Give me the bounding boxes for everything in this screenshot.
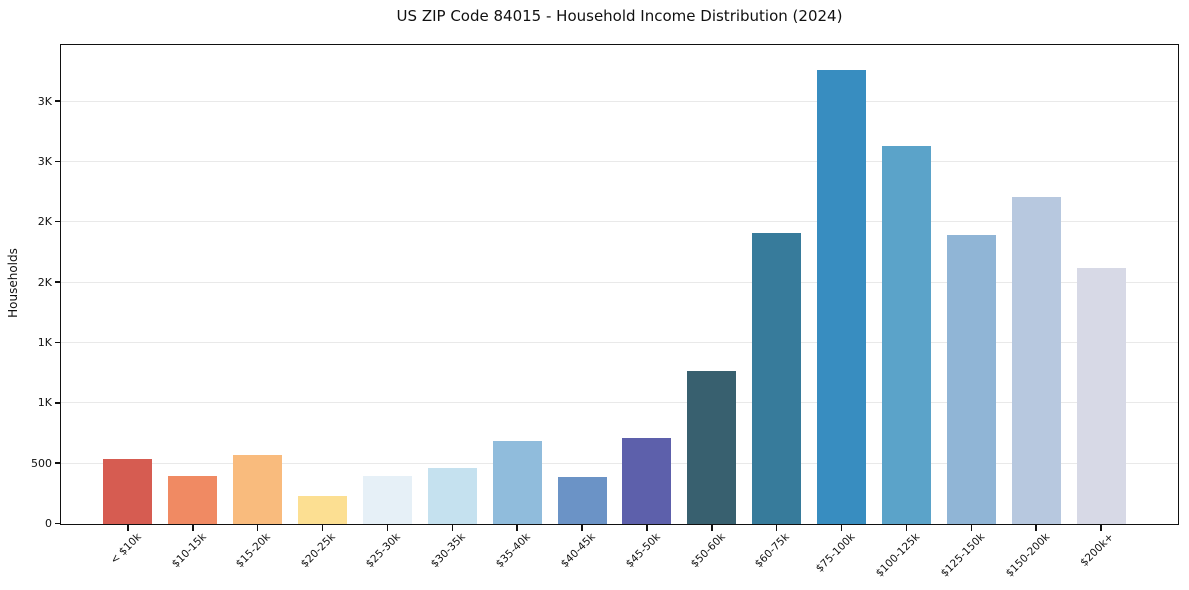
x-tick-mark: [775, 525, 778, 531]
bar-slot: [939, 45, 1004, 524]
bar-slot: [809, 45, 874, 524]
y-tick-mark: [55, 160, 60, 163]
bar-$125-150k: [947, 234, 997, 524]
gridline: [61, 160, 1178, 162]
y-tick-label: 2K: [37, 275, 52, 289]
bar-slot: [160, 45, 225, 524]
bar-$45-50k: [622, 437, 672, 524]
x-tick-label: $20-25k: [298, 531, 339, 571]
x-tick-mark: [1100, 525, 1102, 531]
bar-slot: [420, 45, 485, 524]
y-tick-label: 500: [31, 456, 52, 470]
x-tick-mark: [321, 525, 324, 531]
bar-slot: [615, 45, 680, 524]
x-tick-label: $100-125k: [873, 531, 922, 580]
bar-$25-30k: [362, 475, 412, 524]
gridline: [61, 402, 1178, 404]
bar-slot: [225, 45, 290, 524]
y-tick-label: 1K: [37, 335, 52, 349]
gridline: [61, 462, 1178, 464]
bars-container: [61, 45, 1178, 524]
y-tick-mark: [55, 100, 60, 102]
x-tick-label: $50-60k: [688, 531, 728, 571]
x-tick-mark: [581, 525, 583, 531]
x-tick-mark: [646, 525, 648, 531]
chart-title: US ZIP Code 84015 - Household Income Dis…: [396, 7, 843, 25]
y-tick-label: 3K: [37, 154, 52, 168]
gridline: [61, 100, 1178, 102]
x-tick-label: $40-45k: [558, 531, 598, 571]
x-tick-label: $125-150k: [938, 531, 987, 580]
x-tick-mark: [256, 525, 259, 531]
y-tick-label: 2K: [37, 215, 52, 229]
y-tick-mark: [55, 341, 60, 344]
x-tick-mark: [970, 525, 973, 531]
bar-$60-75k: [752, 232, 802, 524]
x-tick-mark: [1035, 525, 1037, 531]
y-tick-mark: [55, 462, 60, 464]
bar-slot: [744, 45, 809, 524]
y-tick-mark: [55, 522, 60, 525]
x-tick-mark: [451, 525, 454, 531]
bar-$100-125k: [882, 146, 932, 524]
gridline: [61, 341, 1178, 343]
y-tick-mark: [55, 402, 60, 404]
bar-slot: [550, 45, 615, 524]
x-tick-mark: [386, 525, 389, 531]
x-tick-label: $60-75k: [753, 531, 793, 571]
x-tick-mark: [711, 525, 713, 531]
bar-slot: [874, 45, 939, 524]
bar-slot: [1069, 45, 1134, 524]
bar-$15-20k: [232, 455, 282, 524]
bar-$200k+: [1077, 267, 1127, 524]
bar-slot: [679, 45, 744, 524]
x-tick-mark: [127, 525, 129, 531]
bar-$40-45k: [557, 477, 607, 524]
x-tick-label: $150-200k: [1003, 531, 1052, 580]
y-tick-mark: [55, 281, 60, 283]
y-tick-label: 3K: [37, 94, 52, 108]
bar-$20-25k: [297, 495, 347, 524]
x-tick-label: $15-20k: [234, 531, 274, 571]
bar-slot: [1004, 45, 1069, 524]
bar-$10-15k: [167, 476, 217, 524]
x-tick-mark: [905, 525, 908, 531]
gridline: [61, 221, 1178, 223]
bar-$35-40k: [492, 441, 542, 524]
gridline: [61, 281, 1178, 283]
y-tick-label: 1K: [37, 396, 52, 410]
x-tick-mark: [840, 525, 843, 531]
bar-slot: [485, 45, 550, 524]
y-tick-mark: [55, 220, 60, 223]
x-tick-label: $200k+: [1078, 531, 1117, 569]
x-tick-label: $75-100k: [813, 531, 858, 575]
bar-$150-200k: [1012, 196, 1062, 524]
bar-slot: [95, 45, 160, 524]
bar-slot: [355, 45, 420, 524]
x-tick-mark: [516, 525, 518, 531]
x-tick-mark: [192, 525, 194, 531]
bar-$30-35k: [427, 467, 477, 524]
bar-$75-100k: [817, 69, 867, 524]
x-tick-label: $25-30k: [363, 531, 403, 571]
y-tick-label: 0: [45, 517, 52, 530]
bar-slot: [290, 45, 355, 524]
bar-$50-60k: [687, 371, 737, 524]
x-tick-label: $10-15k: [169, 531, 209, 571]
x-tick-label: $30-35k: [428, 531, 468, 571]
x-tick-label: $35-40k: [493, 531, 533, 571]
x-tick-label: < $10k: [107, 531, 144, 567]
x-tick-label: $45-50k: [623, 531, 663, 571]
bar-< $10k: [102, 458, 152, 524]
plot-area: [60, 44, 1179, 525]
